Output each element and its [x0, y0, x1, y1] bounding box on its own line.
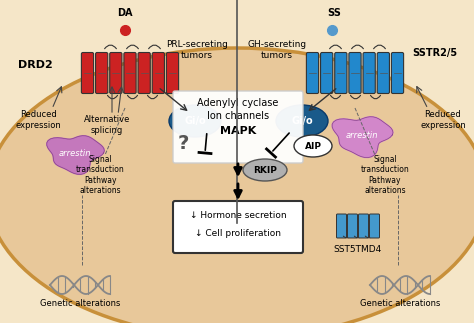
Text: Genetic alterations: Genetic alterations: [40, 298, 120, 307]
FancyBboxPatch shape: [335, 53, 347, 93]
FancyBboxPatch shape: [138, 53, 150, 93]
Text: Gi/o: Gi/o: [184, 116, 206, 126]
Text: Reduced
expression: Reduced expression: [15, 110, 61, 130]
Text: Ion channels: Ion channels: [207, 111, 269, 121]
FancyBboxPatch shape: [96, 53, 108, 93]
FancyBboxPatch shape: [152, 53, 164, 93]
FancyBboxPatch shape: [392, 53, 403, 93]
FancyBboxPatch shape: [166, 53, 179, 93]
FancyBboxPatch shape: [320, 53, 333, 93]
Text: MAPK: MAPK: [220, 126, 256, 136]
Ellipse shape: [243, 159, 287, 181]
Text: SST5TMD4: SST5TMD4: [334, 245, 382, 255]
Text: arrestin: arrestin: [59, 149, 91, 158]
Ellipse shape: [0, 48, 474, 323]
Text: ↓ Cell proliferation: ↓ Cell proliferation: [195, 228, 281, 237]
FancyBboxPatch shape: [370, 214, 380, 238]
FancyBboxPatch shape: [124, 53, 136, 93]
FancyBboxPatch shape: [349, 53, 361, 93]
Text: Adenylyl cyclase: Adenylyl cyclase: [197, 98, 279, 108]
Text: Genetic alterations: Genetic alterations: [360, 298, 440, 307]
Ellipse shape: [276, 105, 328, 137]
Polygon shape: [332, 117, 393, 158]
Text: ?: ?: [177, 133, 189, 152]
FancyBboxPatch shape: [337, 214, 346, 238]
Text: AIP: AIP: [304, 141, 321, 151]
Text: Alternative
splicing: Alternative splicing: [84, 115, 130, 135]
Text: RKIP: RKIP: [253, 165, 277, 174]
Text: Gi/o: Gi/o: [291, 116, 313, 126]
FancyBboxPatch shape: [173, 201, 303, 253]
Text: DRD2: DRD2: [18, 60, 53, 70]
Text: arrestin: arrestin: [346, 130, 378, 140]
Text: PRL-secreting
tumors: PRL-secreting tumors: [166, 40, 228, 60]
FancyBboxPatch shape: [358, 214, 368, 238]
FancyBboxPatch shape: [109, 53, 122, 93]
FancyBboxPatch shape: [363, 53, 375, 93]
FancyBboxPatch shape: [347, 214, 357, 238]
Ellipse shape: [294, 135, 332, 157]
Text: ↓ Hormone secretion: ↓ Hormone secretion: [190, 212, 286, 221]
FancyBboxPatch shape: [173, 91, 303, 163]
Polygon shape: [47, 136, 104, 174]
Text: GH-secreting
tumors: GH-secreting tumors: [247, 40, 307, 60]
Text: DA: DA: [117, 8, 133, 18]
FancyBboxPatch shape: [82, 53, 93, 93]
FancyBboxPatch shape: [306, 53, 319, 93]
Ellipse shape: [169, 105, 221, 137]
Text: Signal
transduction
Pathway
alterations: Signal transduction Pathway alterations: [76, 155, 124, 195]
Text: SSTR2/5: SSTR2/5: [412, 48, 457, 58]
Text: Signal
transduction
Pathway
alterations: Signal transduction Pathway alterations: [361, 155, 410, 195]
Text: SS: SS: [327, 8, 341, 18]
Text: Reduced
expression: Reduced expression: [420, 110, 466, 130]
FancyBboxPatch shape: [377, 53, 390, 93]
